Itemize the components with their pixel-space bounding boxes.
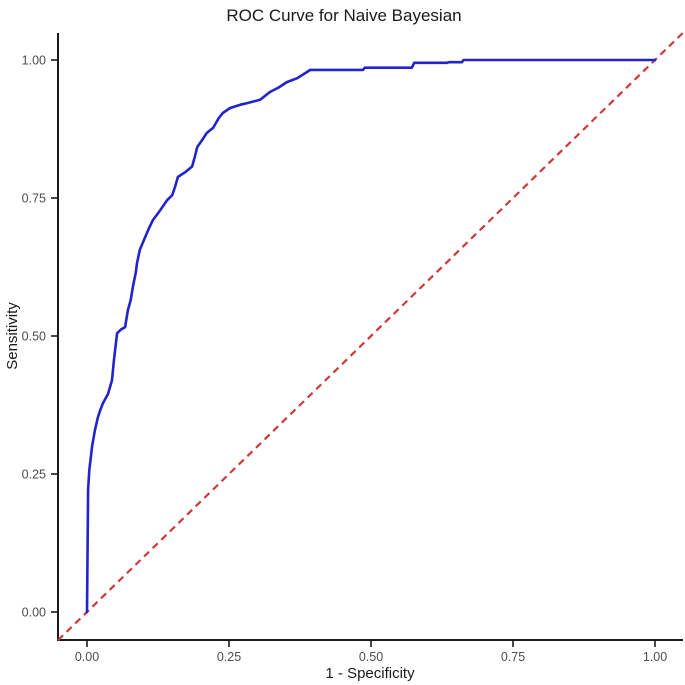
x-axis-title: 1 - Specificity: [325, 665, 415, 682]
x-tick-label: 0.25: [217, 650, 241, 664]
y-tick-label: 0.00: [22, 606, 46, 620]
roc-curve-line: [85, 58, 657, 614]
y-tick-label: 0.25: [22, 468, 46, 482]
y-tick-label: 1.00: [22, 54, 46, 68]
y-tick-label: 0.50: [22, 330, 46, 344]
y-axis-ticks: 0.00 0.25 0.50 0.75 1.00: [22, 54, 58, 620]
chance-diagonal-line: [57, 32, 684, 641]
x-tick-label: 0.75: [501, 650, 525, 664]
x-tick-label: 0.00: [75, 650, 99, 664]
x-axis-ticks: 0.00 0.25 0.50 0.75 1.00: [75, 640, 667, 664]
x-tick-label: 0.50: [359, 650, 383, 664]
y-tick-label: 0.75: [22, 192, 46, 206]
chart-title: ROC Curve for Naive Bayesian: [226, 6, 461, 25]
y-axis-title: Sensitivity: [4, 302, 21, 370]
x-tick-label: 1.00: [643, 650, 667, 664]
